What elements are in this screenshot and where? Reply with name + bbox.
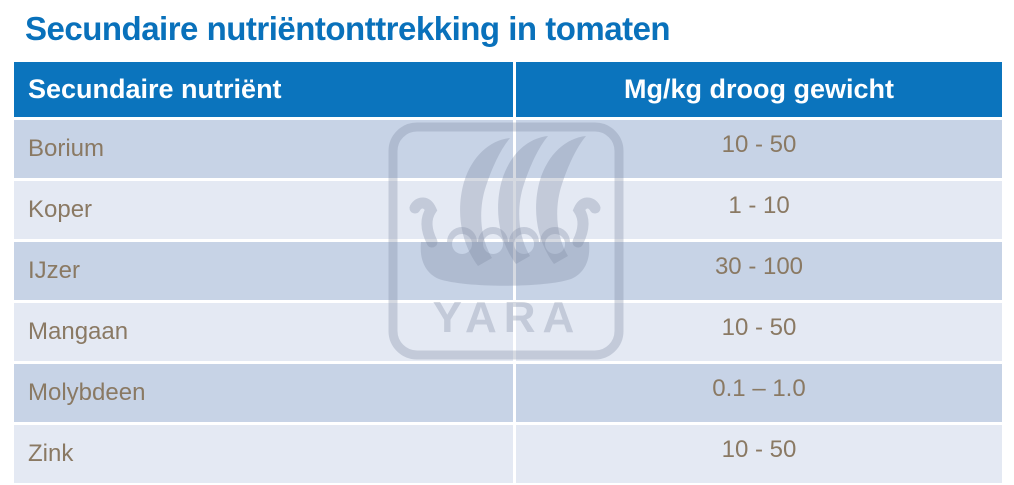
value-cell: 1 - 10 <box>516 181 1002 239</box>
table-row: IJzer 30 - 100 <box>14 242 1002 300</box>
nutrient-cell: Mangaan <box>14 303 513 361</box>
value-cell: 10 - 50 <box>516 303 1002 361</box>
table-body: Borium 10 - 50 Koper 1 - 10 IJzer 30 - 1… <box>14 120 1002 483</box>
column-header-nutrient: Secundaire nutriënt <box>14 62 513 117</box>
nutrient-cell: Zink <box>14 425 513 483</box>
table-row: Molybdeen 0.1 – 1.0 <box>14 364 1002 422</box>
nutrient-cell: Koper <box>14 181 513 239</box>
table-row: Mangaan 10 - 50 <box>14 303 1002 361</box>
column-header-value: Mg/kg droog gewicht <box>516 62 1002 117</box>
table-row: Koper 1 - 10 <box>14 181 1002 239</box>
nutrient-cell: Molybdeen <box>14 364 513 422</box>
nutrient-table: Secundaire nutriënt Mg/kg droog gewicht … <box>14 62 1002 483</box>
value-cell: 30 - 100 <box>516 242 1002 300</box>
value-cell: 10 - 50 <box>516 425 1002 483</box>
table-row: Zink 10 - 50 <box>14 425 1002 483</box>
value-cell: 0.1 – 1.0 <box>516 364 1002 422</box>
page-title: Secundaire nutriëntonttrekking in tomate… <box>25 10 671 47</box>
table-header-row: Secundaire nutriënt Mg/kg droog gewicht <box>14 62 1002 117</box>
table-row: Borium 10 - 50 <box>14 120 1002 178</box>
nutrient-cell: IJzer <box>14 242 513 300</box>
nutrient-cell: Borium <box>14 120 513 178</box>
value-cell: 10 - 50 <box>516 120 1002 178</box>
